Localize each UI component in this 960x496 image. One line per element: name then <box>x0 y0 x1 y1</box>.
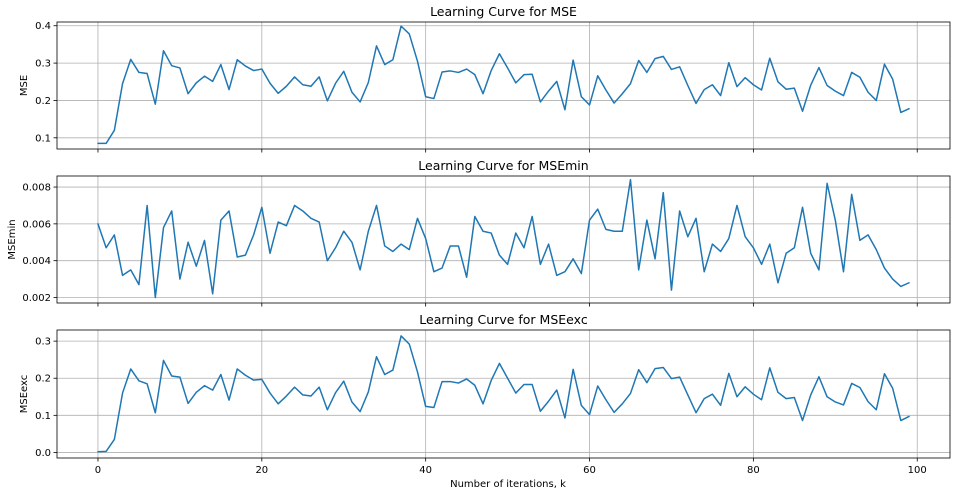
y-tick-label: 0.2 <box>35 96 51 107</box>
subplot-1: 0.1 0.2 0.3 0.4 Learning Curve for MSE MSE <box>19 4 951 153</box>
subplot-title: Learning Curve for MSE <box>430 4 577 19</box>
subplot-3: 0 20 40 60 80 100 0.0 0.1 0.2 0.3 Learning Curve f… <box>19 312 951 476</box>
x-tick-label: 40 <box>419 465 432 476</box>
series-line-1 <box>97 178 910 299</box>
y-tick-label: 0.002 <box>22 293 51 304</box>
y-axis-label: MSEmin <box>7 219 18 259</box>
subplot-title: Learning Curve for MSEmin <box>418 158 588 173</box>
y-tick-label: 0.3 <box>35 337 51 348</box>
x-tick-label: 0 <box>95 465 101 476</box>
subplot-title: Learning Curve for MSEexc <box>419 312 588 327</box>
y-tick-label: 0.2 <box>35 374 51 385</box>
subplot-2: 0.002 0.004 0.006 0.008 Learning Curve for M… <box>7 158 951 307</box>
y-axis-label: MSEexc <box>19 375 30 414</box>
y-tick-label: 0.006 <box>22 219 51 230</box>
y-axis-label: MSE <box>19 75 30 96</box>
axes-frame <box>56 329 951 459</box>
y-tick-label: 0.4 <box>35 21 51 32</box>
y-tick-label: 0.1 <box>35 411 51 422</box>
y-tick-label: 0.0 <box>35 448 51 459</box>
subplot-stack: 0.1 0.2 0.3 0.4 Learning Curve for MSE MSE 0.0… <box>7 4 951 476</box>
x-tick-label: 80 <box>747 465 760 476</box>
axes-frame <box>56 175 951 304</box>
series-line-1 <box>97 25 910 145</box>
y-tick-label: 0.008 <box>22 183 51 194</box>
x-tick-label: 100 <box>908 465 927 476</box>
y-tick-label: 0.1 <box>35 133 51 144</box>
x-tick-label: 60 <box>583 465 596 476</box>
y-tick-label: 0.004 <box>22 256 51 267</box>
axes-frame <box>56 21 951 150</box>
y-tick-label: 0.3 <box>35 59 51 70</box>
series-line-1 <box>97 335 910 453</box>
x-tick-label: 20 <box>255 465 268 476</box>
x-axis-label: Number of iterations, k <box>450 479 566 490</box>
